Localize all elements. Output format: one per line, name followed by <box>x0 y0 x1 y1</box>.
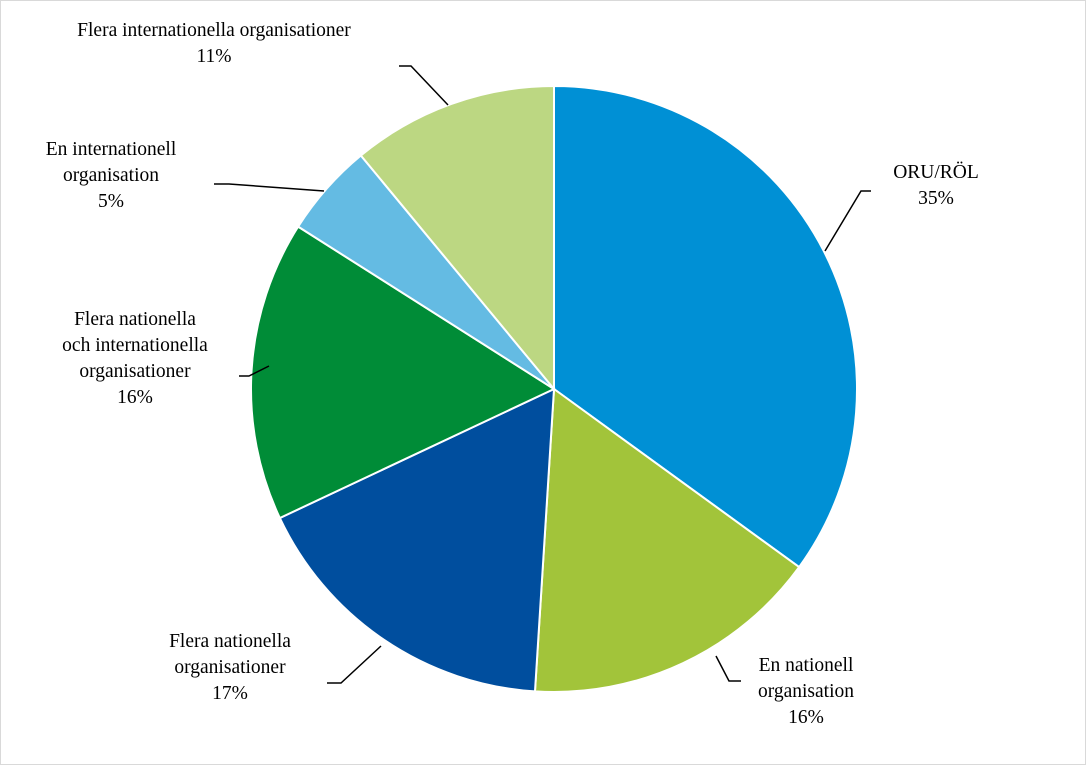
slice-labels: ORU/RÖL 35%En nationell organisation 16%Fle… <box>46 20 979 728</box>
data-label-value: 11% <box>196 46 231 67</box>
data-label-line: En internationell <box>46 139 177 160</box>
data-label-line: organisation <box>63 165 159 186</box>
pie-slice-flera-internationella-organisationer <box>359 84 555 392</box>
leader-line-flera-nationella-och-internationella-organisationer <box>239 365 270 377</box>
data-label-flera-nationella-organisationer: Flera nationella organisationer 17% <box>169 631 291 704</box>
data-label-value: 17% <box>212 683 248 704</box>
leader-line-flera-nationella-organisationer <box>327 645 382 684</box>
data-label-line: ORU/RÖL <box>893 162 979 183</box>
pie-slice-flera-nationella-organisationer <box>278 387 556 693</box>
data-label-line: organisation <box>758 681 854 702</box>
leader-lines <box>214 65 871 684</box>
pie-slice-en-nationell-organisation <box>533 387 801 693</box>
leader-line-oru-r-l <box>824 190 871 252</box>
data-label-flera-nationella-och-internationella-organisationer: Flera nationella och internationella organ… <box>62 309 208 408</box>
data-label-value: 16% <box>117 387 153 408</box>
pie-slices <box>250 84 858 693</box>
data-label-line: och internationella <box>62 335 208 356</box>
pie-slice-oru-r-l <box>553 84 858 569</box>
data-label-line: Flera internationella organisationer <box>77 20 351 41</box>
data-label-en-nationell-organisation: En nationell organisation 16% <box>758 655 854 728</box>
data-label-oru-r-l: ORU/RÖL 35% <box>893 162 979 209</box>
data-label-flera-internationella-organisationer: Flera internationella organisationer 11% <box>77 20 351 67</box>
leader-line-en-internationell-organisation <box>214 183 325 192</box>
data-label-value: 35% <box>918 188 954 209</box>
leader-line-en-nationell-organisation <box>715 655 741 682</box>
data-label-line: organisationer <box>79 361 191 382</box>
data-label-value: 16% <box>788 707 824 728</box>
leader-line-flera-internationella-organisationer <box>399 65 449 106</box>
data-label-en-internationell-organisation: En internationell organisation 5% <box>46 139 177 212</box>
data-label-line: En nationell <box>759 655 854 676</box>
data-label-line: Flera nationella <box>74 309 196 330</box>
data-label-line: organisationer <box>174 657 286 678</box>
data-label-line: Flera nationella <box>169 631 291 652</box>
data-label-value: 5% <box>98 191 124 212</box>
pie-slice-flera-nationella-och-internationella-organisationer <box>250 225 557 520</box>
